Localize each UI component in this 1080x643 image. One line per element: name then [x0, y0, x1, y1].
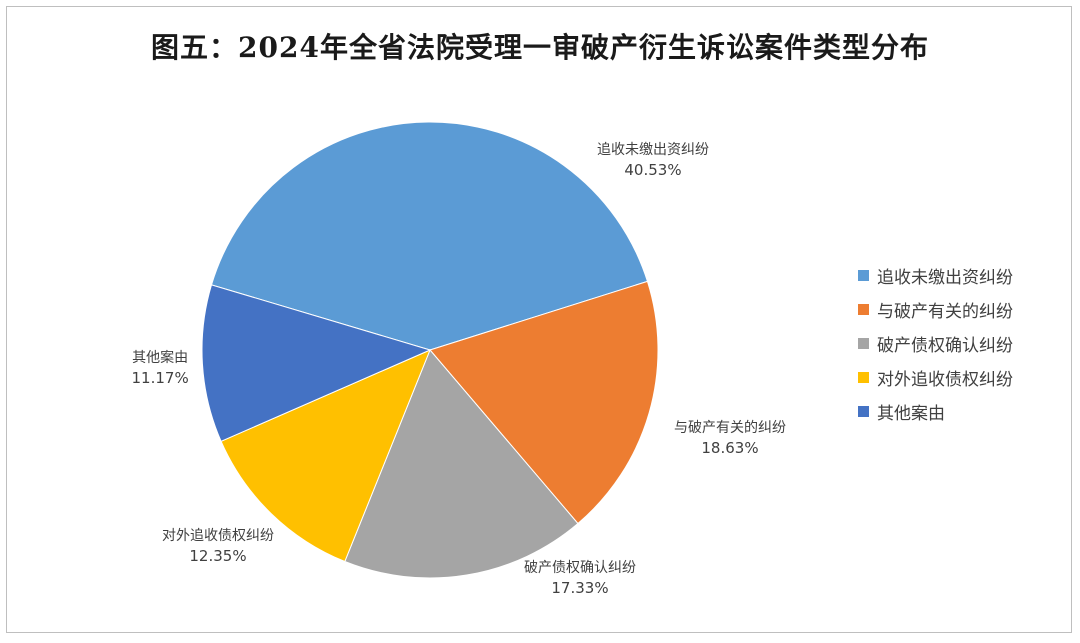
slice-label-name: 其他案由	[132, 350, 189, 366]
pie-slice	[201, 284, 432, 442]
legend-item: 对外追收债权纠纷	[858, 360, 1013, 394]
slice-label-name: 追收未缴出资纠纷	[597, 142, 709, 158]
slice-label-value: 17.33%	[551, 579, 609, 597]
slice-label: 破产债权确认纠纷 17.33%	[524, 558, 636, 598]
pie-slice	[210, 121, 649, 351]
slice-label-value: 40.53%	[624, 161, 682, 179]
legend-label: 破产债权确认纠纷	[877, 335, 1013, 356]
chart-legend: 追收未缴出资纠纷 与破产有关的纠纷 破产债权确认纠纷 对外追收债权纠纷 其他案由	[858, 258, 1013, 428]
slice-label-value: 12.35%	[189, 547, 247, 565]
pie-slice	[220, 349, 431, 563]
legend-swatch	[858, 405, 869, 417]
slice-label: 对外追收债权纠纷 12.35%	[162, 526, 274, 566]
legend-swatch	[858, 371, 869, 383]
legend-item: 破产债权确认纠纷	[858, 326, 1013, 360]
slice-label-name: 破产债权确认纠纷	[524, 560, 636, 576]
legend-swatch	[858, 337, 869, 349]
legend-label: 其他案由	[877, 403, 945, 424]
legend-item: 追收未缴出资纠纷	[858, 258, 1013, 292]
chart-title: 图五：2024年全省法院受理一审破产衍生诉讼案件类型分布	[151, 31, 929, 64]
slice-label-name: 对外追收债权纠纷	[162, 528, 274, 544]
slice-label-value: 18.63%	[701, 439, 759, 457]
legend-label: 对外追收债权纠纷	[877, 369, 1013, 390]
slice-label: 其他案由 11.17%	[132, 348, 189, 388]
pie-slice	[344, 349, 579, 579]
legend-swatch	[858, 303, 869, 315]
legend-item: 与破产有关的纠纷	[858, 292, 1013, 326]
legend-label: 追收未缴出资纠纷	[877, 267, 1013, 288]
legend-swatch	[858, 269, 869, 281]
legend-label: 与破产有关的纠纷	[877, 301, 1013, 322]
slice-label-value: 11.17%	[131, 369, 189, 387]
slice-label-name: 与破产有关的纠纷	[674, 420, 786, 436]
slice-label: 追收未缴出资纠纷 40.53%	[597, 140, 709, 180]
slice-label: 与破产有关的纠纷 18.63%	[674, 418, 786, 458]
pie-slice	[429, 280, 659, 525]
legend-item: 其他案由	[858, 394, 1013, 428]
